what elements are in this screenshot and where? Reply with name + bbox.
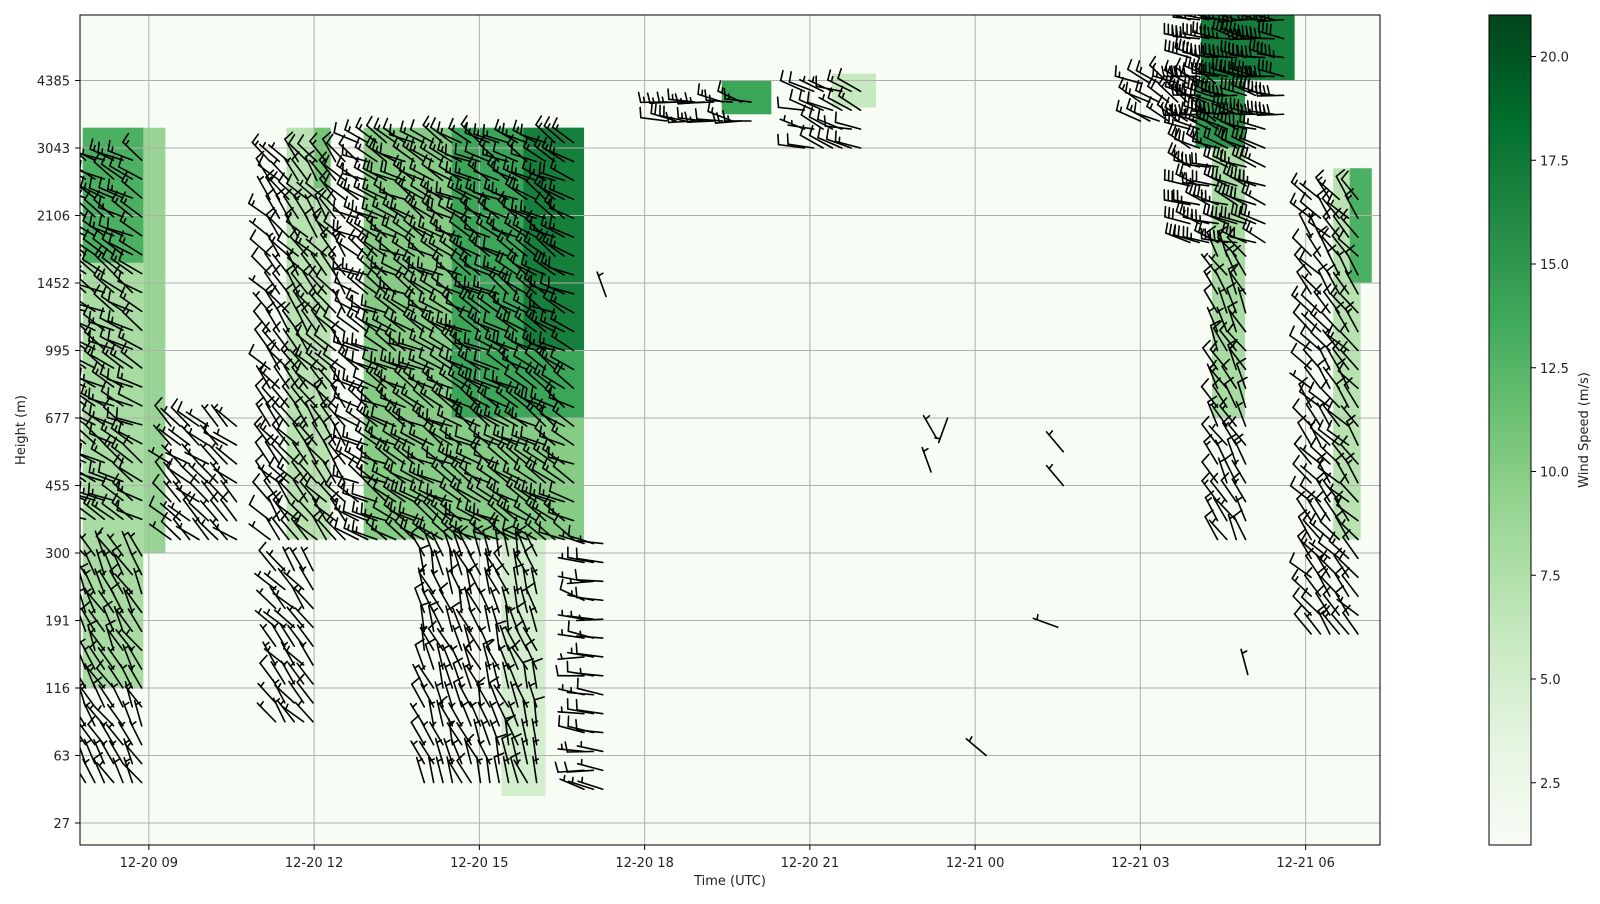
wind-barb <box>1216 0 1243 3</box>
colorbar-tick-label: 15.0 <box>1540 258 1569 273</box>
colorbar <box>1489 15 1531 845</box>
colorbar-tick-label: 10.0 <box>1540 466 1569 481</box>
y-axis-ticks: 27 63 116 191 300 455 677 995 1452 2106 3043 4385 <box>37 75 80 833</box>
y-tick-label: 27 <box>53 817 70 832</box>
y-tick-label: 1452 <box>37 277 70 292</box>
y-tick-label: 300 <box>45 547 70 562</box>
y-tick-label: 455 <box>45 480 70 495</box>
y-tick-label: 2106 <box>37 210 70 225</box>
speed-cell <box>143 128 165 553</box>
colorbar-label: Wind Speed (m/s) <box>1577 372 1592 488</box>
wind-barb <box>1133 0 1160 1</box>
x-tick-label: 12-21 00 <box>946 856 1004 871</box>
wind-barb <box>1198 0 1225 3</box>
x-tick-label: 12-20 09 <box>120 856 178 871</box>
y-tick-label: 4385 <box>37 75 70 90</box>
y-tick-label: 116 <box>45 682 70 697</box>
colorbar-tick-label: 2.5 <box>1540 777 1561 792</box>
y-tick-label: 677 <box>45 412 70 427</box>
colorbar-tick-label: 7.5 <box>1540 569 1561 584</box>
colorbar-tick-label: 20.0 <box>1540 51 1569 66</box>
y-tick-label: 3043 <box>37 142 70 157</box>
x-axis-label: Time (UTC) <box>693 874 766 889</box>
colorbar-tick-label: 5.0 <box>1540 673 1561 688</box>
x-tick-label: 12-20 18 <box>615 856 673 871</box>
x-tick-label: 12-20 15 <box>450 856 508 871</box>
speed-cell <box>1201 0 1295 81</box>
speed-cell <box>1140 0 1294 13</box>
y-tick-label: 191 <box>45 615 70 630</box>
x-tick-label: 12-20 12 <box>285 856 343 871</box>
speed-cell <box>287 128 331 540</box>
x-tick-label: 12-21 03 <box>1111 856 1169 871</box>
colorbar-tick-label: 17.5 <box>1540 154 1569 169</box>
x-axis-ticks: 12-20 09 12-20 12 12-20 15 12-20 18 12-20 21… <box>120 845 1335 871</box>
y-tick-label: 995 <box>45 345 70 360</box>
colorbar-tick-label: 12.5 <box>1540 362 1569 377</box>
y-tick-label: 63 <box>53 750 70 765</box>
wind-barb <box>1160 0 1187 2</box>
colorbar-ticks: 2.5 5.0 7.5 10.0 12.5 15.0 17.5 20.0 <box>1531 51 1569 792</box>
y-axis-label: Height (m) <box>14 395 29 465</box>
x-tick-label: 12-20 21 <box>781 856 839 871</box>
x-tick-label: 12-21 06 <box>1276 856 1334 871</box>
